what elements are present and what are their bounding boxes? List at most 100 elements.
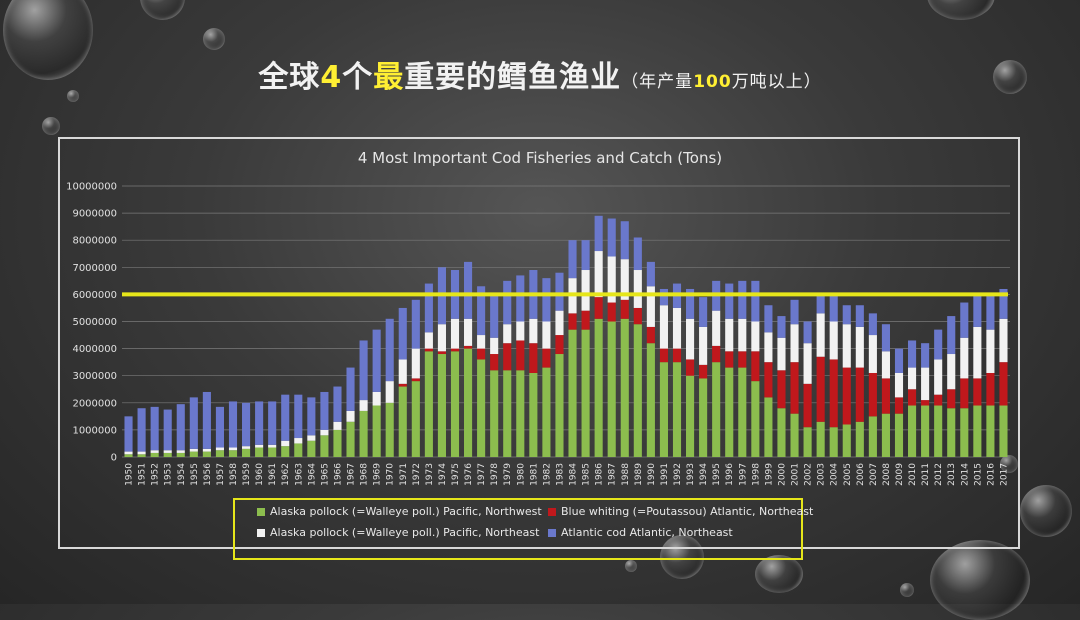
bar-segment-atlantic-cod (307, 397, 316, 436)
water-bubble (1020, 485, 1072, 537)
x-tick-label: 1988 (621, 463, 631, 486)
bar-segment-pollock-ne (555, 310, 564, 336)
bar-segment-blue-whiting (764, 362, 773, 398)
bar-segment-pollock-ne (973, 326, 982, 379)
bar-segment-pollock-nw (659, 362, 668, 457)
title-emphasis: 最 (373, 60, 405, 95)
bar-segment-atlantic-cod (894, 348, 904, 373)
x-tick-label: 2002 (804, 463, 814, 486)
slide-title: 全球4个最重要的鳕鱼渔业（年产量100万吨以上） (0, 52, 1080, 96)
x-tick-label: 1968 (360, 463, 370, 486)
y-tick-label: 4000000 (72, 344, 117, 355)
y-tick-label: 5000000 (72, 317, 117, 328)
x-tick-label: 2006 (856, 463, 866, 486)
bar-segment-blue-whiting (686, 359, 695, 376)
x-tick-label: 2005 (843, 463, 853, 486)
x-tick-label: 1993 (686, 463, 696, 486)
bar-segment-blue-whiting (581, 310, 590, 330)
water-bubble (67, 90, 79, 102)
bar-segment-atlantic-cod (346, 367, 355, 411)
bar-segment-atlantic-cod (790, 299, 799, 325)
x-tick-label: 1975 (451, 463, 461, 486)
bar-segment-pollock-nw (294, 443, 303, 457)
bar-segment-pollock-ne (868, 335, 877, 373)
x-tick-label: 1964 (307, 463, 317, 486)
bar-segment-pollock-ne (242, 446, 251, 449)
bar-segment-pollock-nw (215, 450, 224, 457)
x-tick-label: 1970 (386, 463, 396, 486)
bar-segment-pollock-ne (777, 337, 786, 371)
bar-segment-pollock-nw (620, 318, 629, 457)
bar-segment-atlantic-cod (202, 391, 211, 449)
bar-segment-atlantic-cod (738, 280, 747, 319)
bar-segment-blue-whiting (829, 359, 838, 428)
x-tick-label: 1966 (333, 463, 343, 486)
bar-segment-pollock-nw (202, 451, 211, 457)
bar-segment-atlantic-cod (908, 340, 917, 368)
bar-segment-pollock-nw (398, 386, 407, 457)
bar-segment-blue-whiting (398, 383, 407, 387)
x-tick-label: 1994 (699, 463, 709, 486)
bar-segment-blue-whiting (633, 307, 642, 325)
bar-segment-pollock-nw (307, 440, 316, 457)
bar-segment-pollock-ne (215, 447, 224, 451)
x-tick-label: 2010 (908, 463, 918, 486)
bar-segment-pollock-nw (281, 446, 290, 457)
bar-segment-pollock-nw (973, 405, 982, 457)
water-bubble (203, 28, 225, 50)
bar-segment-pollock-nw (607, 321, 616, 457)
bar-segment-blue-whiting (894, 397, 904, 414)
bar-segment-pollock-ne (842, 324, 851, 368)
bar-segment-pollock-nw (842, 424, 851, 457)
x-tick-label: 1965 (320, 463, 330, 486)
water-bubble (660, 535, 704, 579)
chart-frame (58, 137, 1020, 549)
x-tick-label: 1974 (438, 463, 448, 486)
bar-segment-pollock-nw (764, 397, 773, 457)
x-tick-label: 1987 (608, 463, 618, 486)
bar-segment-atlantic-cod (268, 401, 277, 445)
x-tick-label: 1996 (725, 463, 735, 486)
bar-segment-atlantic-cod (764, 305, 773, 333)
bar-segment-pollock-nw (228, 450, 238, 457)
bar-segment-pollock-ne (359, 400, 368, 411)
bar-segment-blue-whiting (868, 372, 877, 417)
x-tick-label: 1962 (281, 463, 291, 486)
x-tick-label: 1957 (216, 463, 226, 486)
bar-segment-atlantic-cod (516, 275, 525, 322)
y-tick-label: 6000000 (72, 290, 117, 301)
x-tick-label: 1997 (738, 463, 748, 486)
bar-segment-pollock-nw (176, 452, 185, 457)
bar-segment-atlantic-cod (359, 340, 368, 401)
bar-segment-atlantic-cod (464, 261, 473, 319)
legend-swatch-pollock-nw (257, 507, 265, 516)
bar-segment-atlantic-cod (829, 294, 838, 322)
bar-segment-blue-whiting (790, 362, 799, 414)
title-part1: 全球 (258, 60, 321, 95)
bar-segment-pollock-nw (881, 413, 890, 457)
bar-segment-pollock-ne (320, 429, 329, 436)
bar-segment-atlantic-cod (725, 283, 734, 319)
bar-segment-pollock-nw (555, 354, 564, 457)
bar-segment-pollock-nw (150, 452, 159, 457)
bar-segment-atlantic-cod (320, 391, 329, 430)
bar-segment-atlantic-cod (868, 313, 877, 336)
bar-segment-atlantic-cod (999, 288, 1008, 319)
bar-segment-pollock-ne (542, 321, 551, 349)
bar-segment-pollock-ne (934, 359, 943, 395)
bar-segment-blue-whiting (712, 345, 721, 363)
bar-segment-pollock-nw (437, 354, 446, 457)
title-sub-number: 100 (693, 72, 732, 92)
bar-segment-blue-whiting (529, 343, 538, 373)
legend-label-blue-whiting: Blue whiting (=Poutassou) Atlantic, Nort… (561, 505, 814, 518)
bar-segment-blue-whiting (803, 383, 812, 428)
bar-segment-pollock-nw (411, 381, 420, 457)
water-bubble (3, 0, 93, 80)
bar-segment-pollock-ne (189, 448, 198, 452)
bar-segment-pollock-ne (307, 435, 316, 441)
bar-segment-pollock-nw (189, 451, 198, 457)
bar-segment-blue-whiting (960, 378, 969, 409)
bar-segment-pollock-nw (633, 324, 642, 457)
water-bubble (140, 0, 185, 20)
x-tick-label: 1982 (542, 463, 552, 486)
